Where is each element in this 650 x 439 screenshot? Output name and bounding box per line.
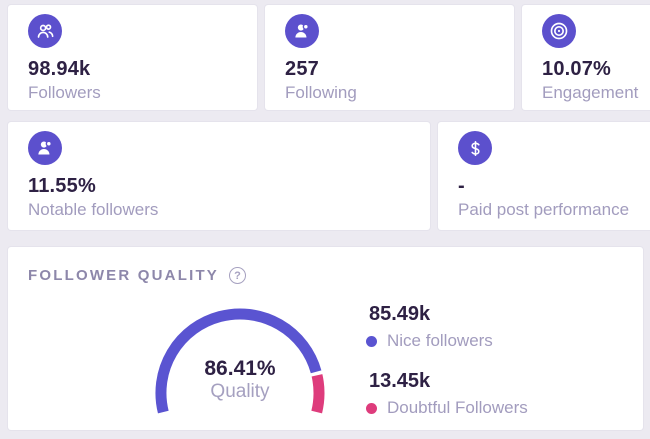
gauge-percent: 86.41% bbox=[204, 357, 276, 380]
follower-quality-card: FOLLOWER QUALITY ? 86.41% Quality 85.49k… bbox=[8, 247, 643, 430]
stat-value: 98.94k bbox=[28, 58, 91, 80]
nice-followers-dot-icon bbox=[366, 335, 377, 347]
stats-row-2: 11.55% Notable followers - Paid post per… bbox=[8, 122, 650, 230]
legend-item-nice: 85.49k Nice followers bbox=[366, 302, 528, 351]
stat-value: - bbox=[458, 175, 465, 197]
stat-card-notable-followers: 11.55% Notable followers bbox=[8, 122, 430, 230]
doubtful-followers-dot-icon bbox=[366, 402, 377, 414]
follower-quality-title: FOLLOWER QUALITY bbox=[28, 267, 220, 284]
stat-value: 257 bbox=[285, 58, 319, 80]
stat-card-engagement: 10.07% Engagement bbox=[522, 5, 650, 110]
user-star-icon bbox=[28, 131, 62, 165]
stat-label: Engagement bbox=[542, 83, 639, 102]
legend-value: 13.45k bbox=[369, 370, 431, 392]
users-icon bbox=[28, 14, 62, 48]
stat-card-followers: 98.94k Followers bbox=[8, 5, 257, 110]
stat-value: 11.55% bbox=[28, 175, 96, 197]
stat-card-following: 257 Following bbox=[265, 5, 514, 110]
gauge-legend: 85.49k Nice followers 13.45k Doubtful Fo… bbox=[366, 302, 528, 436]
gauge-center-text: 86.41% Quality bbox=[160, 357, 320, 402]
stat-label: Paid post performance bbox=[458, 200, 630, 219]
stat-card-paid-post-performance: - Paid post performance bbox=[438, 122, 650, 230]
legend-item-doubtful: 13.45k Doubtful Followers bbox=[366, 369, 528, 418]
legend-value: 85.49k bbox=[369, 303, 431, 325]
analytics-dashboard: 98.94k Followers 257 Following bbox=[8, 5, 650, 430]
dollar-icon bbox=[458, 131, 492, 165]
target-icon bbox=[542, 14, 576, 48]
help-question-icon[interactable]: ? bbox=[229, 267, 247, 284]
stats-row-1: 98.94k Followers 257 Following bbox=[8, 5, 650, 110]
stat-label: Followers bbox=[28, 83, 101, 102]
legend-label: Doubtful Followers bbox=[387, 398, 528, 417]
stat-label: Notable followers bbox=[28, 200, 159, 219]
stat-label: Following bbox=[285, 83, 357, 102]
gauge-caption: Quality bbox=[210, 381, 270, 402]
stat-value: 10.07% bbox=[542, 58, 612, 80]
legend-label: Nice followers bbox=[387, 331, 493, 350]
user-badge-icon bbox=[285, 14, 319, 48]
follower-quality-header: FOLLOWER QUALITY ? bbox=[28, 267, 247, 284]
